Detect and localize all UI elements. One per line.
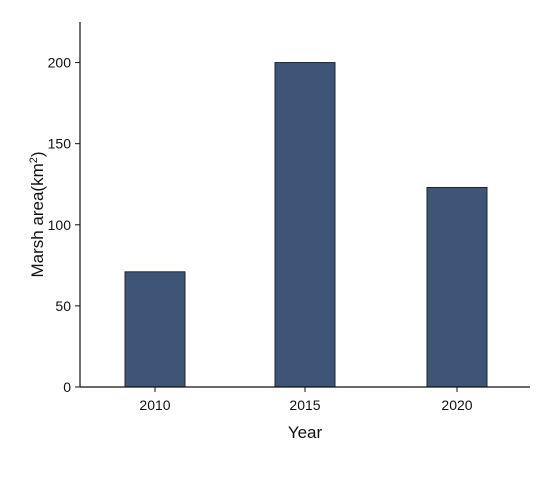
- y-axis-title-main: Marsh area(km: [28, 163, 47, 277]
- y-tick-label-150: 150: [48, 136, 72, 152]
- x-axis-title: Year: [288, 423, 323, 442]
- y-ticks: 0 50 100 150 200: [48, 55, 80, 395]
- y-tick-label-0: 0: [63, 379, 71, 395]
- y-tick-label-200: 200: [48, 55, 72, 71]
- y-axis-title: Marsh area(km2): [28, 151, 47, 277]
- y-tick-label-100: 100: [48, 217, 72, 233]
- x-tick-label-2020: 2020: [441, 397, 472, 413]
- y-axis-title-close: ): [28, 151, 47, 157]
- x-ticks: 2010 2015 2020: [139, 387, 473, 413]
- x-tick-label-2010: 2010: [139, 397, 170, 413]
- y-tick-label-50: 50: [55, 298, 71, 314]
- bar-2015: [274, 62, 336, 388]
- x-tick-label-2015: 2015: [289, 397, 320, 413]
- bars-layer: [124, 62, 488, 388]
- bar-2010: [124, 271, 186, 388]
- bar-2020: [426, 186, 488, 388]
- y-axis-title-superscript: 2: [28, 157, 40, 163]
